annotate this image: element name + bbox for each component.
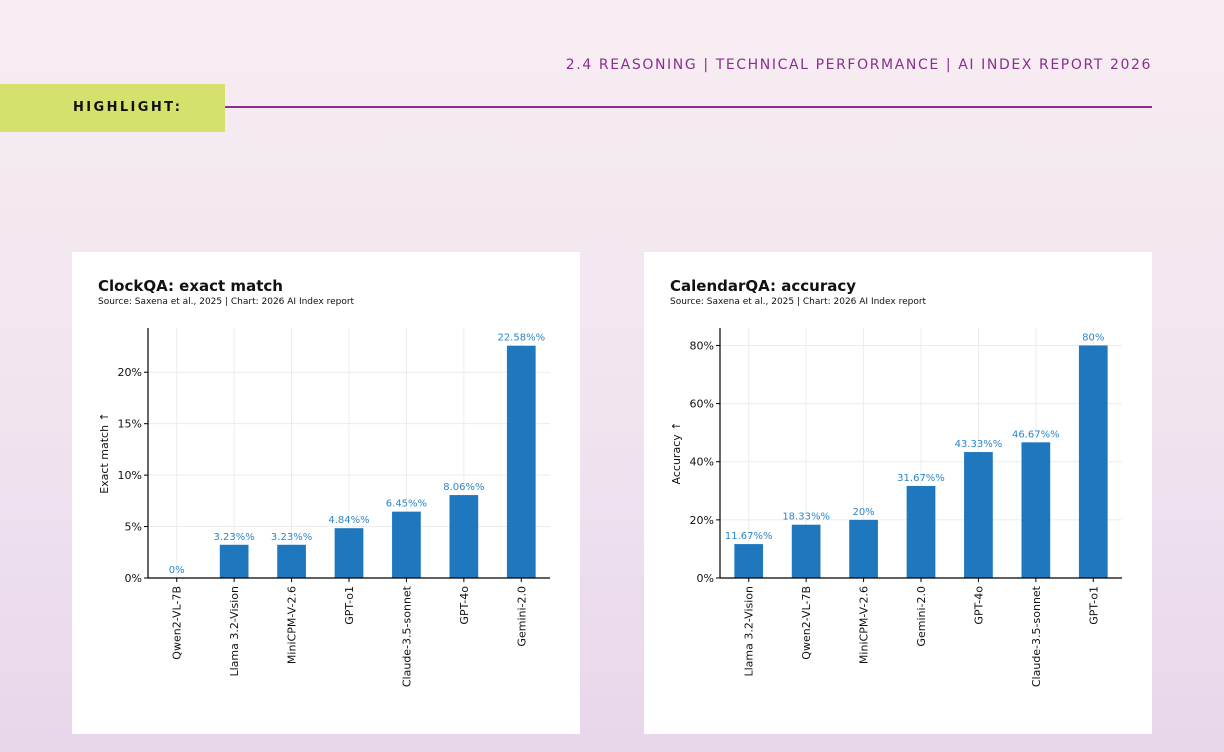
x-tick-label: GPT-4o [458, 586, 471, 625]
y-tick-label: 10% [118, 469, 142, 482]
bar [791, 524, 821, 578]
y-axis-title: Accuracy ↑ [670, 422, 683, 485]
bar [334, 528, 364, 578]
bar [392, 511, 421, 578]
x-tick-label: Claude-3.5-sonnet [1030, 585, 1043, 687]
bar [449, 495, 479, 578]
chart-card-clockqa: ClockQA: exact match Source: Saxena et a… [72, 252, 580, 734]
y-tick-label: 15% [118, 418, 142, 431]
bar [506, 345, 536, 578]
highlight-label: HIGHLIGHT: [73, 100, 183, 115]
y-tick-label: 60% [690, 398, 714, 411]
y-axis-title: Exact match ↑ [98, 412, 111, 494]
bar-value-label: 8.06%% [443, 482, 484, 493]
bar-value-label: 20% [852, 507, 874, 518]
x-tick-label: MiniCPM-V-2.6 [858, 586, 871, 664]
chart-subtitle: Source: Saxena et al., 2025 | Chart: 202… [98, 297, 355, 307]
chart-subtitle: Source: Saxena et al., 2025 | Chart: 202… [670, 297, 927, 307]
x-tick-label: Gemini-2.0 [515, 586, 528, 647]
bar [219, 544, 249, 578]
bar-value-label: 80% [1082, 332, 1104, 343]
y-tick-label: 80% [690, 339, 714, 352]
report-breadcrumb: 2.4 REASONING | TECHNICAL PERFORMANCE | … [565, 57, 1152, 73]
x-tick-label: GPT-4o [972, 586, 985, 625]
bar [1021, 442, 1051, 578]
highlight-divider [225, 106, 1152, 108]
bar [964, 452, 993, 578]
bar-value-label: 3.23%% [271, 532, 312, 543]
y-tick-label: 40% [690, 456, 714, 469]
x-tick-label: Qwen2-VL-7B [800, 586, 813, 660]
bar-value-label: 18.33%% [782, 512, 830, 523]
chart-title: CalendarQA: accuracy [670, 277, 857, 295]
calendarqa-bar-chart: 0% 20% 40% 60% 80% 11.67%% Llama 3.2-Vision 18.… [670, 328, 1122, 687]
x-tick-label: GPT-o1 [1087, 586, 1100, 625]
y-tick-label: 0% [697, 572, 714, 585]
bar [277, 544, 306, 578]
y-tick-label: 5% [125, 521, 142, 534]
x-tick-label: GPT-o1 [343, 586, 356, 625]
x-tick-label: MiniCPM-V-2.6 [286, 586, 299, 664]
chart-title: ClockQA: exact match [98, 277, 283, 295]
bar [734, 544, 764, 578]
bar-value-label: 0% [169, 565, 185, 576]
x-tick-label: Llama 3.2-Vision [743, 586, 756, 677]
y-tick-label: 20% [118, 366, 142, 379]
x-tick-label: Claude-3.5-sonnet [400, 585, 413, 687]
bar [906, 485, 936, 578]
y-tick-label: 0% [125, 572, 142, 585]
clockqa-bar-chart: 0% 5% 10% 15% 20% 0% Qwen2-VL-7B 3.23%% Llama 3.… [98, 328, 550, 687]
bar-value-label: 31.67%% [897, 473, 945, 484]
bar-value-label: 4.84%% [328, 515, 369, 526]
y-tick-label: 20% [690, 514, 714, 527]
bar [1078, 345, 1108, 578]
bar-value-label: 43.33%% [955, 439, 1003, 450]
bar-value-label: 11.67%% [725, 531, 773, 542]
bar-value-label: 6.45%% [386, 499, 427, 510]
x-tick-label: Llama 3.2-Vision [228, 586, 241, 677]
x-tick-label: Gemini-2.0 [915, 586, 928, 647]
bar-value-label: 22.58%% [497, 333, 545, 344]
highlight-tag: HIGHLIGHT: [0, 84, 225, 132]
bar-value-label: 3.23%% [214, 532, 255, 543]
x-tick-label: Qwen2-VL-7B [171, 586, 184, 660]
bar-value-label: 46.67%% [1012, 429, 1060, 440]
chart-card-calendarqa: CalendarQA: accuracy Source: Saxena et a… [644, 252, 1152, 734]
bar [849, 519, 878, 578]
